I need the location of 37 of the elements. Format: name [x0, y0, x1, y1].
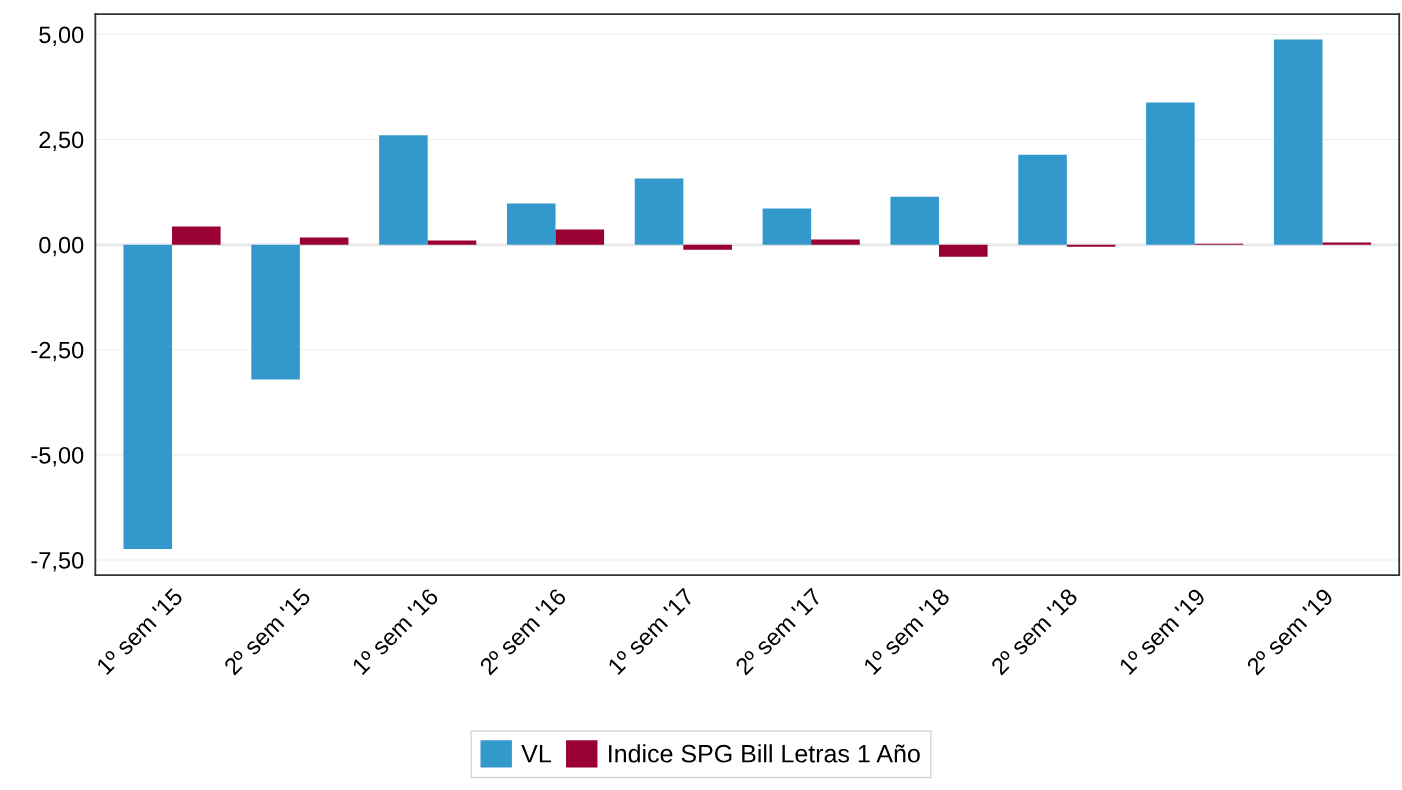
- y-tick-label: -5,00: [31, 446, 84, 467]
- bar: [811, 239, 860, 245]
- bar: [939, 244, 988, 257]
- x-tick-label: 2º sem '15: [223, 587, 312, 676]
- bar: [1273, 39, 1323, 245]
- x-tick-label: 2º sem '18: [990, 587, 1079, 676]
- bar: [683, 244, 732, 250]
- y-tick-label: 5,00: [39, 26, 84, 46]
- x-tick-label: 1º sem '18: [862, 587, 951, 676]
- bar: [1146, 102, 1195, 245]
- x-tick-label: 1º sem '15: [95, 587, 184, 676]
- bar: [762, 208, 812, 245]
- x-tick-label: 2º sem '19: [1245, 587, 1334, 676]
- bar: [427, 240, 477, 245]
- bar: [1018, 154, 1067, 245]
- legend-label: Indice SPG Bill Letras 1 Año: [609, 744, 920, 763]
- y-tick-label: 0,00: [39, 236, 84, 257]
- x-tick-label: 1º sem '17: [607, 587, 695, 676]
- bar: [890, 196, 940, 245]
- x-tick-label: 1º sem '19: [1118, 587, 1207, 676]
- y-tick-label: 2,50: [39, 131, 84, 152]
- bar: [1066, 244, 1116, 247]
- bar: [251, 244, 300, 380]
- bar: [379, 135, 428, 245]
- x-tick-label: 1º sem '16: [351, 587, 440, 676]
- y-tick-label: -2,50: [31, 341, 84, 362]
- bar: [123, 244, 173, 550]
- x-tick-label: 2º sem '16: [478, 587, 568, 676]
- x-tick-label: 2º sem '17: [734, 587, 823, 676]
- bar: [634, 178, 684, 245]
- bar: [172, 226, 221, 245]
- bar: [299, 237, 349, 245]
- y-tick-label: -7,50: [31, 552, 84, 572]
- legend-label: VL: [521, 745, 551, 763]
- bar: [506, 203, 556, 245]
- bar: [555, 229, 605, 245]
- bar: [1322, 242, 1372, 245]
